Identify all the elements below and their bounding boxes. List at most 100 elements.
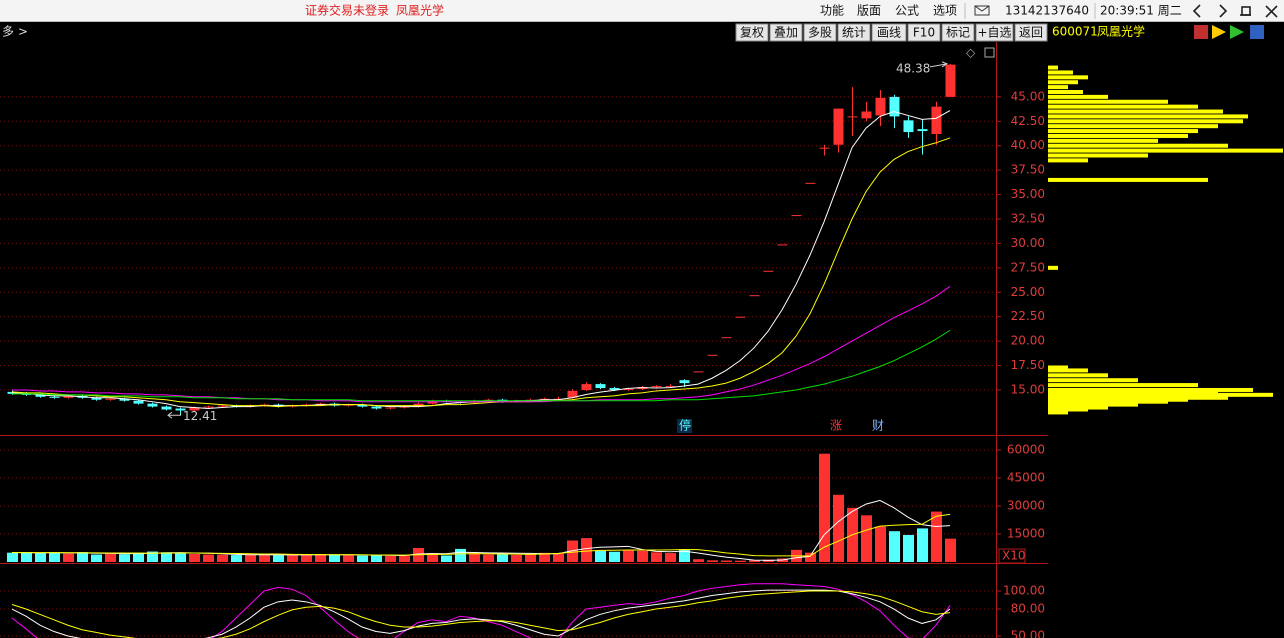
volume-bar (357, 555, 368, 562)
icon[interactable] (1230, 25, 1244, 39)
period-switch[interactable]: 多 > (2, 25, 28, 39)
volume-bar (427, 553, 438, 562)
toolbar-button-label[interactable]: 画线 (877, 26, 901, 40)
chip-bar (1048, 383, 1198, 388)
toolbar-button-label[interactable]: 复权 (740, 26, 764, 40)
toolbar-button[interactable] (975, 23, 1014, 42)
volume-bar (819, 453, 830, 562)
volume-bar (735, 560, 746, 562)
candle-body (357, 404, 368, 407)
toolbar-button-label[interactable]: +自选 (977, 26, 1011, 40)
indicator-line (11, 583, 951, 638)
y-tick-label: 15.00 (1011, 382, 1045, 396)
volume-bar (385, 555, 396, 562)
volume-bar (105, 553, 116, 562)
toolbar-button[interactable] (735, 23, 769, 42)
candle-body (91, 397, 102, 400)
toolbar-button[interactable] (1014, 23, 1048, 42)
y-tick-label: 40.00 (1011, 138, 1045, 152)
volume-bar (679, 549, 690, 562)
chip-bar (1048, 89, 1083, 94)
candle-body (49, 396, 60, 398)
candle-body (203, 406, 214, 408)
phone: 13142137640 (1005, 4, 1089, 18)
chip-bar (1048, 99, 1168, 104)
candle-body (385, 407, 396, 409)
candle-body (721, 337, 732, 339)
volume-bar (623, 550, 634, 562)
price-panel (7, 63, 956, 416)
low-arrow (167, 411, 181, 419)
close-button[interactable] (1265, 5, 1278, 18)
candle-body (623, 388, 634, 390)
chip-bar (1048, 265, 1058, 270)
volume-bar (175, 553, 186, 562)
candle-body (805, 182, 816, 184)
candle-body (119, 398, 130, 401)
menu-item[interactable]: 版面 (857, 4, 881, 18)
forward-button[interactable] (1219, 4, 1228, 18)
volume-bar (665, 553, 676, 562)
chip-bar (1048, 143, 1228, 148)
candle-body (609, 388, 620, 390)
menu-item[interactable]: 选项 (933, 4, 957, 18)
volume-bar (7, 552, 18, 562)
chip-bar (1048, 153, 1148, 158)
high-arrow (929, 61, 949, 68)
toolbar-button-label[interactable]: F10 (913, 26, 935, 40)
volume-bar (245, 554, 256, 562)
indicator-panel (11, 583, 951, 638)
candle-body (567, 390, 578, 398)
toolbar-button-label[interactable]: 统计 (842, 26, 866, 40)
toolbar-button[interactable] (837, 23, 871, 42)
toolbar-button-label[interactable]: 标记 (946, 26, 970, 40)
toolbar-button[interactable] (769, 23, 803, 42)
menu-item[interactable]: 功能 (820, 4, 844, 18)
volume-bar (553, 553, 564, 562)
toolbar-button[interactable] (941, 23, 975, 42)
icon[interactable] (1194, 25, 1208, 39)
event-label[interactable]: 涨 (830, 418, 842, 433)
indicator-line (11, 513, 951, 557)
candle-body (189, 407, 200, 411)
volume-bar (287, 554, 298, 562)
chip-bar (1048, 104, 1198, 109)
event-label[interactable]: 财 (872, 419, 884, 433)
toolbar-button[interactable] (871, 23, 907, 42)
candle-body (287, 405, 298, 407)
candle-body (133, 400, 144, 404)
candle-body (595, 384, 606, 389)
volume-bar (595, 550, 606, 562)
chart-option[interactable] (984, 47, 995, 58)
icon[interactable] (1250, 25, 1264, 39)
candle-body (847, 116, 858, 118)
volume-bar (581, 538, 592, 562)
candle-body (875, 97, 886, 116)
chip-bar (1048, 109, 1223, 114)
chart-option[interactable]: ◇ (966, 46, 976, 60)
restore-button[interactable] (1241, 6, 1251, 16)
back-button[interactable] (1192, 4, 1201, 18)
candle-body (693, 371, 704, 373)
unit-box (998, 548, 1026, 564)
toolbar-button-label[interactable]: 叠加 (774, 26, 798, 40)
volume-bar (119, 554, 130, 562)
volume-panel (7, 453, 956, 562)
icon[interactable] (1212, 25, 1226, 39)
toolbar-button[interactable] (803, 23, 837, 42)
event-label[interactable]: 停 (679, 418, 691, 433)
y-tick-label: 32.50 (1011, 211, 1045, 225)
mail-icon[interactable] (974, 5, 990, 16)
window-controls (1192, 4, 1278, 18)
menu-item[interactable]: 公式 (895, 4, 919, 18)
toolbar-button-label[interactable]: 返回 (1019, 26, 1043, 40)
candle-body (749, 295, 760, 297)
volume-bar (805, 552, 816, 562)
charts: 15.00 17.50 20.00 22.50 25.00 27.50 30.00 32.50… (0, 61, 1283, 638)
toolbar-button[interactable] (907, 23, 941, 42)
chip-bar (1048, 119, 1243, 124)
volume-bar (189, 553, 200, 562)
y-tick-label: 30.00 (1011, 236, 1045, 250)
toolbar-button-label[interactable]: 多股 (808, 26, 832, 40)
